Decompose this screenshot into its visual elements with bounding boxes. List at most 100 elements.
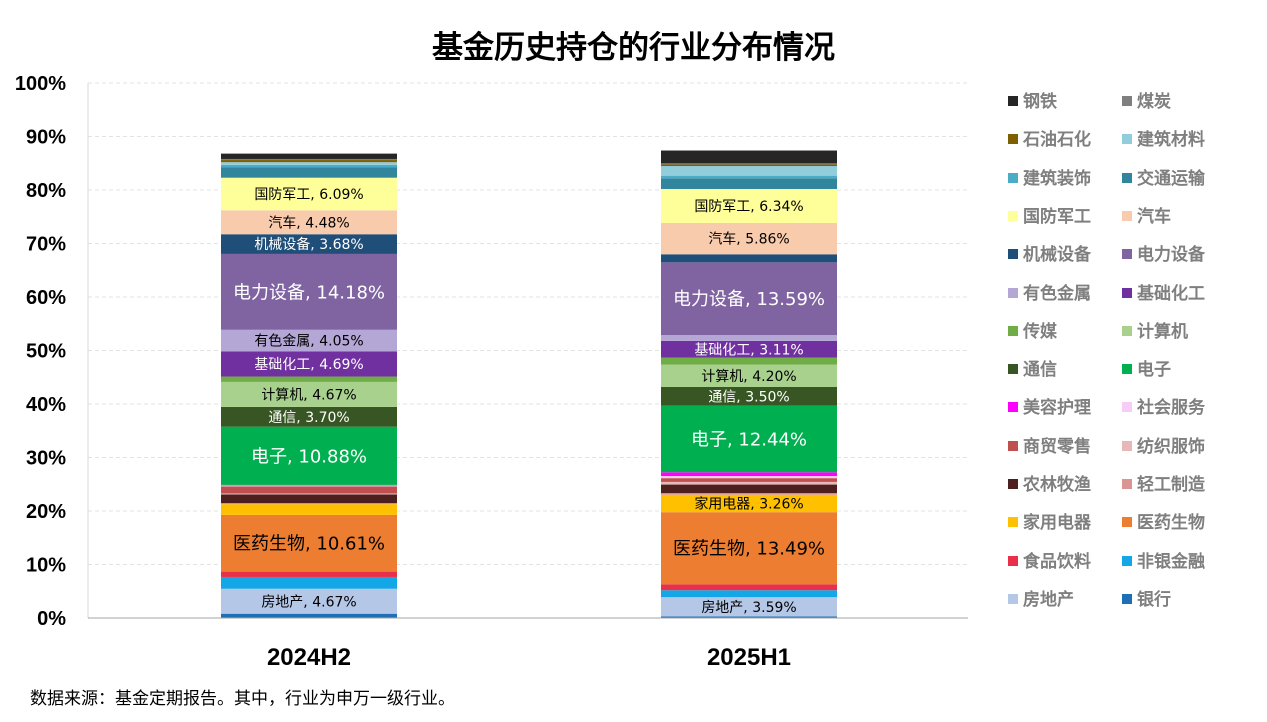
bar-segment [221, 153, 397, 159]
legend-item: 建筑装饰 [1008, 169, 1091, 189]
legend-item: 纺织服饰 [1122, 437, 1205, 457]
bar-segment [221, 160, 397, 163]
legend-item: 家用电器 [1008, 513, 1091, 533]
data-label: 国防军工, 6.09% [254, 187, 363, 203]
legend-item: 石油石化 [1008, 130, 1091, 150]
legend-label: 房地产 [1023, 589, 1074, 610]
bar-segment [221, 576, 397, 589]
legend-swatch [1122, 325, 1132, 336]
legend-swatch [1008, 287, 1018, 298]
legend-label: 社会服务 [1137, 398, 1205, 419]
bar-segment [661, 150, 837, 164]
legend-label: 轻工制造 [1137, 475, 1205, 495]
legend-swatch [1122, 593, 1132, 604]
legend-swatch [1122, 479, 1132, 489]
data-label: 通信, 3.70% [268, 410, 349, 426]
legend-label: 计算机 [1137, 321, 1188, 342]
bar-segment [221, 177, 397, 211]
y-tick-label: 30% [26, 448, 66, 470]
bar-segment [221, 514, 397, 572]
bar-segment [221, 164, 397, 168]
bar-segment [221, 162, 397, 165]
legend-item: 国防军工 [1008, 207, 1091, 227]
legend-label: 有色金属 [1023, 283, 1091, 304]
legend-swatch [1008, 517, 1018, 528]
legend-swatch [1008, 555, 1018, 566]
legend-item: 银行 [1122, 590, 1171, 610]
y-tick-label: 50% [26, 341, 66, 363]
x-tick-label: 2024H2 [267, 644, 351, 671]
data-label: 通信, 3.50% [708, 389, 789, 405]
legend-item: 建筑材料 [1122, 130, 1205, 150]
data-label: 房地产, 4.67% [261, 594, 356, 610]
legend-item: 电力设备 [1122, 245, 1205, 265]
legend-swatch [1122, 440, 1132, 451]
y-tick-label: 10% [26, 555, 66, 577]
legend-item: 计算机 [1122, 322, 1188, 342]
bar-segment [221, 167, 397, 178]
data-label: 医药生物, 10.61% [233, 534, 385, 555]
y-tick-label: 0% [37, 608, 66, 630]
legend-label: 农林牧渔 [1023, 475, 1091, 495]
legend-label: 建筑材料 [1137, 130, 1205, 151]
legend-label: 银行 [1137, 589, 1171, 610]
y-tick-label: 60% [26, 287, 66, 309]
bar-segment [661, 189, 837, 223]
bar-segment [661, 178, 837, 190]
legend-item: 商贸零售 [1008, 437, 1091, 457]
legend-label: 石油石化 [1023, 130, 1091, 151]
legend-item: 美容护理 [1008, 398, 1091, 418]
legend-swatch [1122, 134, 1132, 145]
legend-item: 医药生物 [1122, 513, 1205, 533]
bar-segment [661, 584, 837, 591]
bar-segment [221, 210, 397, 235]
bar-segment [221, 486, 397, 494]
bar-segment [661, 163, 837, 165]
data-label: 房地产, 3.59% [701, 600, 796, 616]
legend-swatch [1008, 402, 1018, 413]
legend-label: 传媒 [1023, 321, 1057, 342]
data-label: 医药生物, 13.49% [673, 539, 825, 560]
legend-swatch [1122, 96, 1132, 106]
legend-swatch [1008, 249, 1018, 260]
data-label: 计算机, 4.20% [701, 369, 796, 385]
legend-item: 社会服务 [1122, 398, 1205, 418]
stacked-bar-chart: 0% 10% 20% 30% 40% 50% 60% 70% 80% 90% 100% 房地产, 4… [15, 73, 968, 671]
data-label: 基础化工, 3.11% [694, 341, 803, 358]
y-tick-label: 70% [26, 234, 66, 256]
legend-label: 国防军工 [1023, 206, 1091, 227]
legend-swatch [1008, 172, 1018, 183]
legend-item: 通信 [1008, 360, 1057, 380]
bar-segment [661, 484, 837, 494]
data-label: 电子, 12.44% [691, 429, 807, 450]
data-label: 机械设备, 3.68% [254, 236, 363, 253]
legend-item: 农林牧渔 [1008, 475, 1091, 495]
bar-segment [661, 478, 837, 482]
bar-segment [661, 164, 837, 167]
y-tick-label: 100% [15, 73, 66, 95]
bar-segment [221, 504, 397, 515]
legend-label: 交通运输 [1137, 168, 1205, 189]
legend-label: 商贸零售 [1023, 436, 1091, 457]
legend-label: 钢铁 [1023, 92, 1057, 112]
legend-label: 汽车 [1137, 206, 1171, 227]
legend-swatch [1008, 479, 1018, 489]
legend-item: 非银金融 [1122, 552, 1205, 572]
y-tick-label: 20% [26, 501, 66, 523]
legend-label: 家用电器 [1023, 513, 1091, 534]
bar-segment [661, 254, 837, 263]
bar-segment [221, 426, 397, 485]
bar-segment [661, 166, 837, 176]
bar-segment [221, 484, 397, 486]
bar-segment [221, 234, 397, 254]
legend-item: 基础化工 [1122, 284, 1205, 304]
legend-item: 轻工制造 [1122, 475, 1205, 495]
data-label: 汽车, 4.48% [268, 214, 349, 231]
legend-label: 电子 [1137, 360, 1171, 381]
legend-swatch [1008, 593, 1018, 604]
bar-segment [661, 476, 837, 479]
y-tick-label: 40% [26, 394, 66, 416]
bar-segment [221, 158, 397, 161]
bar-segment [661, 175, 837, 179]
legend-item: 房地产 [1008, 590, 1074, 610]
